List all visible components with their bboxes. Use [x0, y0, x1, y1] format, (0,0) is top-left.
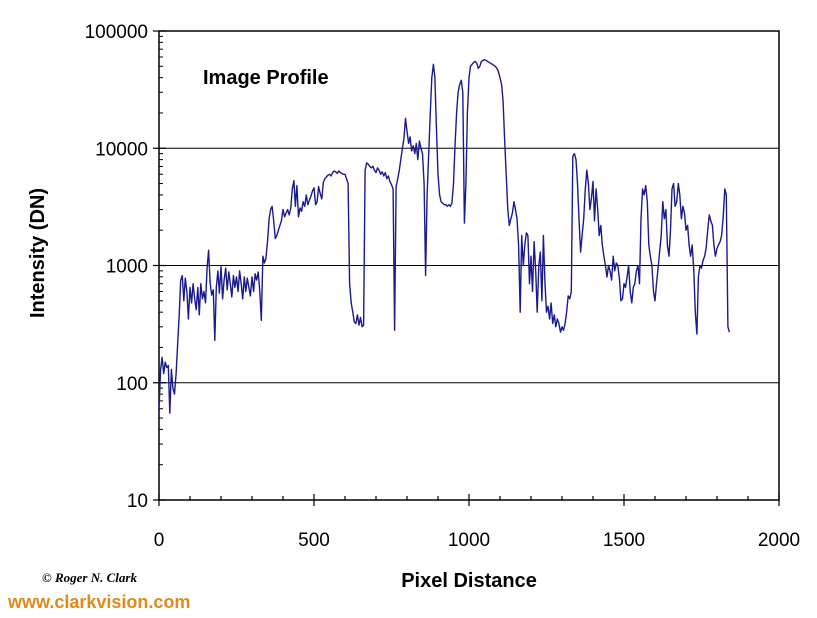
y-tick-label: 10 — [127, 491, 148, 512]
y-tick-label: 100000 — [85, 22, 148, 43]
x-tick-label: 2000 — [758, 530, 800, 551]
series-line — [158, 58, 731, 414]
y-tick-label: 100 — [116, 374, 148, 395]
chart-annotation: Image Profile — [203, 67, 329, 89]
website-link[interactable]: www.clarkvision.com — [7, 592, 190, 612]
y-tick-label: 10000 — [95, 139, 148, 160]
y-tick-label: 1000 — [106, 257, 148, 278]
x-tick-label: 0 — [154, 530, 165, 551]
x-axis-label: Pixel Distance — [401, 570, 537, 592]
x-tick-label: 1000 — [448, 530, 490, 551]
y-axis-label: Intensity (DN) — [27, 188, 49, 318]
credit: © Roger N. Clark — [42, 570, 137, 585]
credit-text: © Roger N. Clark — [42, 570, 137, 585]
x-axis-ticks: 0 500 1000 1500 2000 — [154, 494, 800, 551]
x-tick-label: 1500 — [603, 530, 645, 551]
y-axis-ticks: 10 100 1000 10000 100000 — [85, 22, 166, 512]
x-tick-label: 500 — [298, 530, 330, 551]
